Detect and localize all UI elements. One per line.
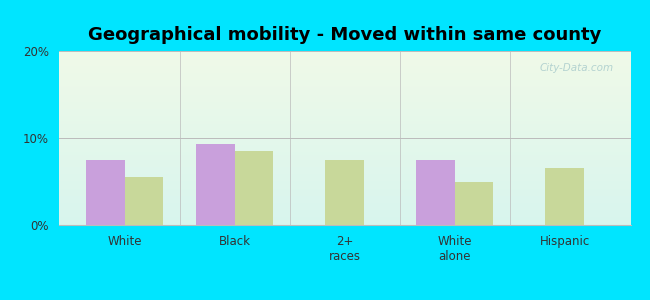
Title: Geographical mobility - Moved within same county: Geographical mobility - Moved within sam… [88,26,601,44]
Bar [545,168,584,225]
Bar [454,182,493,225]
Bar [235,151,273,225]
Bar [196,144,235,225]
Text: City-Data.com: City-Data.com [540,63,614,73]
Bar [416,160,454,225]
Bar [125,177,163,225]
Bar [86,160,125,225]
Bar [325,160,364,225]
